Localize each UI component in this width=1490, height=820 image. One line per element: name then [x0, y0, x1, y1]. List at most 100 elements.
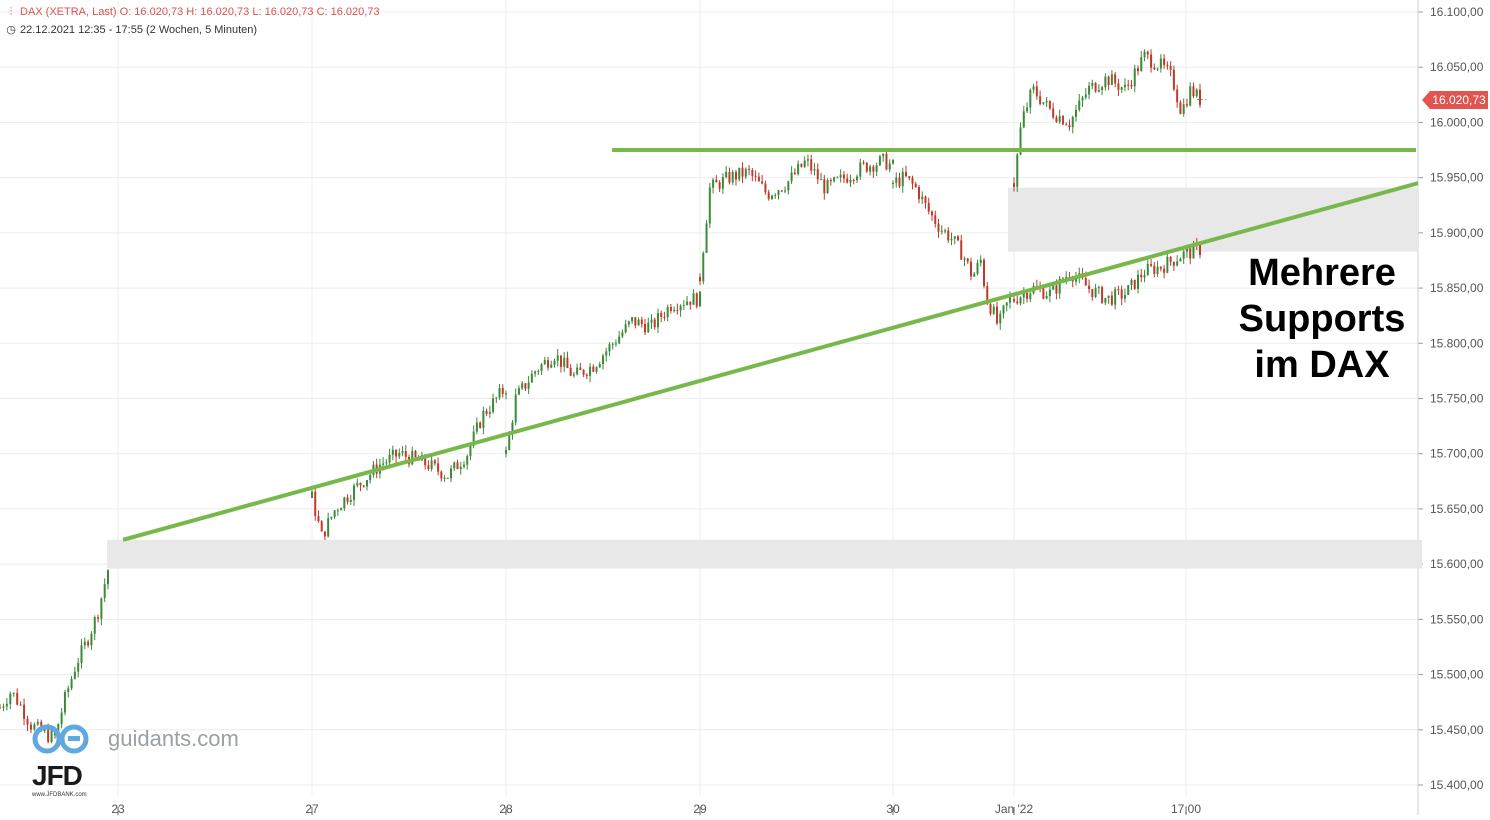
candle-body	[950, 238, 953, 241]
candle-body	[621, 332, 624, 337]
candle-body	[349, 499, 352, 502]
candle-body	[996, 306, 998, 324]
candle-body	[1019, 297, 1022, 304]
candle-body	[705, 223, 708, 253]
candle-body	[398, 452, 401, 457]
candle-body	[1029, 89, 1032, 108]
candle-body	[669, 306, 672, 311]
candle-body	[443, 477, 446, 479]
candle-body	[1107, 76, 1110, 85]
candle-body	[656, 313, 659, 328]
candle-body	[1101, 287, 1104, 303]
candle-body	[90, 633, 93, 646]
candle-body	[927, 202, 930, 212]
candle-body	[1075, 110, 1077, 117]
candle-body	[695, 293, 698, 307]
candle-body	[856, 176, 859, 181]
candle-body	[508, 433, 511, 450]
candle-body	[77, 662, 80, 672]
candle-body	[754, 175, 757, 177]
candle-body	[931, 211, 933, 216]
candle-body	[495, 397, 498, 399]
candle-body	[914, 183, 917, 187]
candle-body	[19, 704, 22, 706]
candle-body	[970, 261, 972, 277]
candle-body	[446, 477, 449, 479]
candle-body	[790, 172, 793, 182]
candle-body	[1016, 154, 1019, 187]
candle-body	[806, 159, 809, 161]
candle-body	[1032, 86, 1035, 90]
candle-body	[1199, 89, 1201, 105]
candle-body	[898, 177, 901, 187]
candle-body	[1185, 104, 1188, 106]
y-tick-label: 15.950,00	[1430, 171, 1484, 185]
candle-body	[734, 171, 737, 180]
candle-body	[534, 371, 537, 374]
candle-body	[1078, 100, 1081, 111]
candle-body	[514, 394, 517, 423]
candle-body	[1026, 293, 1029, 299]
clock-icon: ◷	[6, 24, 16, 36]
candle-body	[505, 449, 507, 454]
x-tick-label: 17:00	[1171, 802, 1201, 816]
candle-body	[1019, 127, 1022, 155]
candle-body	[1133, 68, 1136, 87]
candle-body	[1042, 288, 1045, 299]
x-tick-label: Jan '22	[995, 802, 1034, 816]
candle-body	[1055, 285, 1058, 294]
candle-body	[1016, 301, 1019, 304]
candle-body	[1133, 279, 1136, 289]
candle-body	[1088, 285, 1091, 290]
candle-body	[1150, 54, 1153, 68]
candle-body	[852, 180, 855, 182]
candle-body	[475, 422, 478, 432]
annotation-line-2: Supports	[1238, 298, 1406, 340]
candle-body	[362, 485, 365, 487]
candle-body	[382, 463, 385, 465]
jfd-logo-url: www.JFDBANK.com	[32, 792, 87, 798]
y-tick-label: 16.050,00	[1430, 60, 1484, 74]
candle-body	[1192, 86, 1195, 97]
candle-body	[1137, 68, 1139, 72]
candle-body	[1117, 83, 1120, 90]
candle-body	[9, 693, 12, 704]
candle-body	[1035, 86, 1038, 97]
candle-body	[918, 186, 920, 200]
candle-body	[485, 410, 488, 414]
y-tick-label: 15.800,00	[1430, 336, 1484, 350]
candle-body	[1114, 289, 1117, 305]
candle-body	[1061, 116, 1064, 125]
candle-body	[488, 411, 491, 414]
candle-body	[682, 304, 685, 306]
candle-body	[1143, 51, 1146, 58]
candle-body	[1156, 68, 1159, 70]
candle-body	[401, 451, 404, 453]
candle-body	[1039, 96, 1042, 104]
candle-body	[93, 617, 96, 634]
candle-body	[430, 460, 433, 469]
candle-body	[1071, 116, 1074, 128]
candle-body	[813, 169, 816, 171]
support-zone	[107, 539, 1422, 569]
candle-body	[976, 262, 979, 274]
candle-body	[1146, 51, 1149, 55]
candle-body	[553, 360, 556, 365]
candle-body	[505, 393, 507, 395]
candle-body	[582, 369, 585, 375]
candle-body	[699, 291, 701, 307]
candle-body	[787, 181, 790, 191]
candle-body	[1088, 85, 1091, 95]
candle-body	[999, 313, 1002, 324]
candle-body	[353, 485, 356, 500]
candle-body	[885, 153, 888, 170]
candle-body	[800, 163, 803, 167]
candle-body	[666, 306, 669, 318]
candle-body	[875, 165, 878, 172]
candle-body	[391, 449, 394, 455]
candle-body	[440, 471, 443, 479]
candle-body	[424, 455, 427, 466]
last-price-tag: 16.020,73	[1422, 91, 1488, 109]
